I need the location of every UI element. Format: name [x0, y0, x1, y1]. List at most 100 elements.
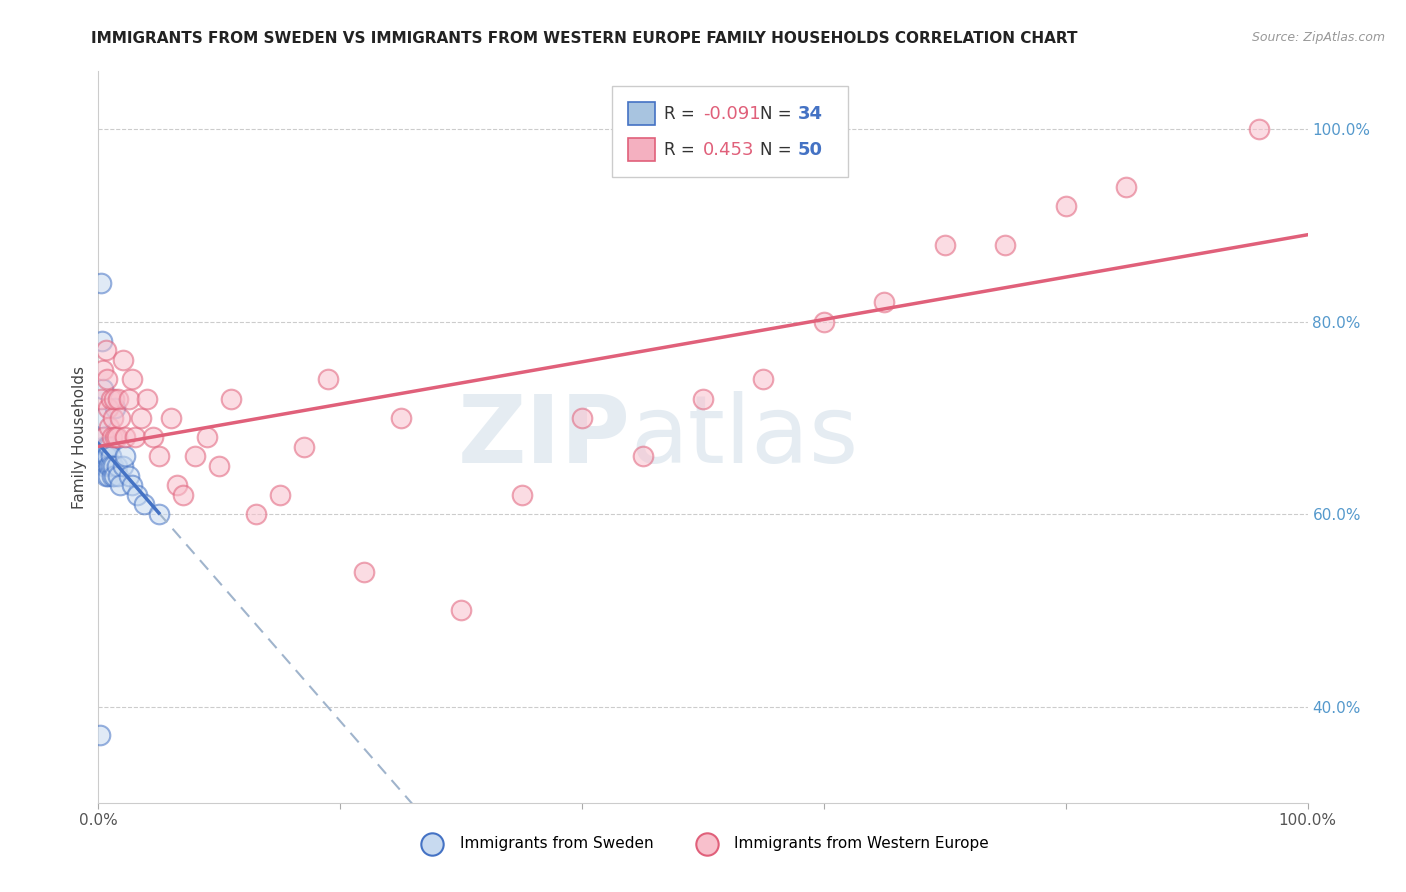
Point [450, 603, 472, 617]
Point [124, 430, 146, 444]
Text: 0.453: 0.453 [703, 141, 755, 159]
Point [98, 458, 121, 473]
Point [90, 450, 112, 464]
Y-axis label: Family Households: Family Households [72, 366, 87, 508]
Point [692, 392, 714, 406]
Point [97, 401, 120, 416]
Text: 50: 50 [797, 141, 823, 159]
Point [269, 488, 291, 502]
Point [142, 430, 165, 444]
Point [1115, 179, 1137, 194]
Point [1054, 199, 1077, 213]
Point [184, 450, 207, 464]
FancyBboxPatch shape [628, 102, 655, 126]
Point [510, 488, 533, 502]
Point [166, 478, 188, 492]
Point [135, 392, 157, 406]
Point [97, 458, 120, 473]
Point [94, 343, 117, 358]
Point [160, 410, 183, 425]
Point [118, 468, 141, 483]
Point [93, 458, 115, 473]
Point [221, 392, 243, 406]
Point [105, 458, 128, 473]
Text: ZIP: ZIP [457, 391, 630, 483]
Point [104, 430, 127, 444]
Point [129, 410, 152, 425]
Point [98, 420, 121, 434]
Point [100, 458, 122, 473]
Point [121, 372, 143, 386]
Point [93, 430, 115, 444]
Point [93, 430, 115, 444]
FancyBboxPatch shape [613, 86, 848, 178]
Point [97, 468, 120, 483]
Point [94, 468, 117, 483]
Point [100, 430, 122, 444]
Point [101, 458, 124, 473]
Point [100, 450, 122, 464]
FancyBboxPatch shape [628, 138, 655, 161]
Point [96, 372, 118, 386]
Point [389, 410, 412, 425]
Point [245, 507, 267, 521]
Point [107, 392, 129, 406]
Point [752, 372, 775, 386]
Point [994, 237, 1017, 252]
Text: N =: N = [759, 141, 797, 159]
Point [934, 237, 956, 252]
Point [111, 458, 134, 473]
Point [813, 315, 835, 329]
Point [111, 353, 134, 368]
Text: N =: N = [759, 104, 797, 123]
Text: IMMIGRANTS FROM SWEDEN VS IMMIGRANTS FROM WESTERN EUROPE FAMILY HOUSEHOLDS CORRE: IMMIGRANTS FROM SWEDEN VS IMMIGRANTS FRO… [91, 31, 1078, 46]
Point [121, 478, 143, 492]
Point [103, 468, 125, 483]
Point [91, 382, 114, 396]
Point [114, 430, 136, 444]
Point [101, 410, 124, 425]
Point [108, 478, 131, 492]
Point [118, 392, 141, 406]
Point [91, 334, 114, 348]
Point [96, 440, 118, 454]
Point [571, 410, 593, 425]
Point [91, 410, 114, 425]
Point [91, 362, 114, 376]
Point [172, 488, 194, 502]
Point [98, 440, 121, 454]
Point [353, 565, 375, 579]
Point [108, 410, 131, 425]
Point [104, 401, 127, 416]
Point [96, 450, 118, 464]
Point [90, 392, 112, 406]
Point [127, 488, 149, 502]
Point [89, 728, 111, 742]
Text: atlas: atlas [630, 391, 859, 483]
Point [114, 450, 136, 464]
Point [94, 450, 117, 464]
Legend: Immigrants from Sweden, Immigrants from Western Europe: Immigrants from Sweden, Immigrants from … [411, 830, 995, 857]
Text: R =: R = [664, 141, 700, 159]
Text: R =: R = [664, 104, 700, 123]
Text: Source: ZipAtlas.com: Source: ZipAtlas.com [1251, 31, 1385, 45]
Point [631, 450, 654, 464]
Point [873, 295, 896, 310]
Point [195, 430, 218, 444]
Point [148, 450, 170, 464]
Point [316, 372, 339, 386]
Point [134, 498, 156, 512]
Point [105, 430, 128, 444]
Point [208, 458, 231, 473]
Point [292, 440, 315, 454]
Point [148, 507, 170, 521]
Point [100, 468, 122, 483]
Text: -0.091: -0.091 [703, 104, 761, 123]
Point [1249, 122, 1271, 136]
Point [100, 392, 122, 406]
Point [103, 392, 125, 406]
Point [90, 276, 112, 290]
Point [107, 468, 129, 483]
Point [94, 440, 117, 454]
Text: 34: 34 [797, 104, 823, 123]
